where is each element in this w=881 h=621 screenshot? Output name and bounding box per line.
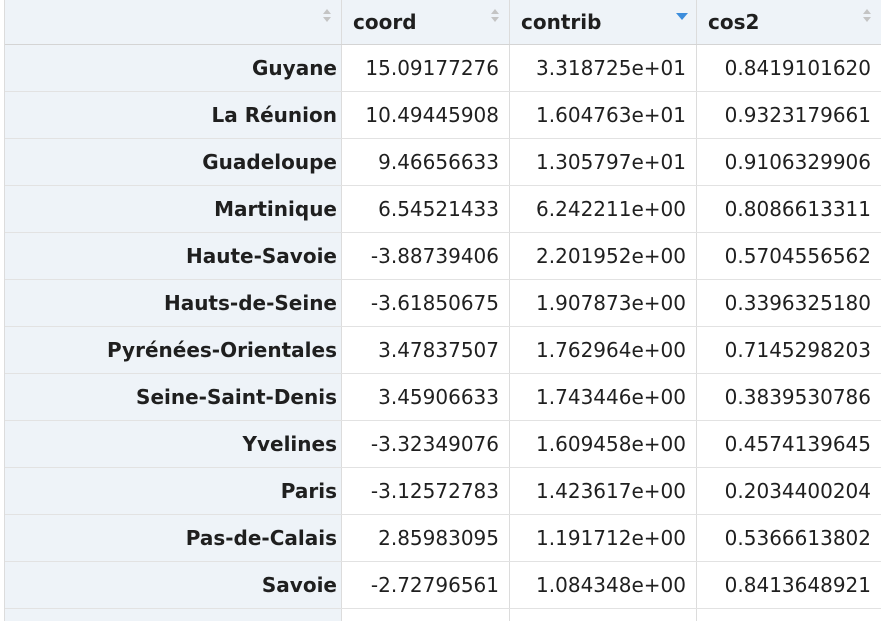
column-header-cos2[interactable]: cos2 xyxy=(697,0,881,44)
table-row[interactable]: Hauts-de-Seine -3.61850675 1.907873e+00 0.3… xyxy=(5,280,881,327)
cell-coord: -3.61850675 xyxy=(342,280,510,326)
sort-icon[interactable] xyxy=(861,9,873,29)
row-label: Hauts-de-Seine xyxy=(5,280,342,326)
row-label: Martinique xyxy=(5,186,342,232)
row-label: Haute-Savoie xyxy=(5,233,342,279)
row-label: Guyane xyxy=(5,45,342,91)
table-row[interactable]: Yvelines -3.32349076 1.609458e+00 0.4574139… xyxy=(5,421,881,468)
cell-cos2: 0.2034400204 xyxy=(724,479,871,503)
cell-coord: -3.32349076 xyxy=(342,421,510,467)
row-label: Pas-de-Calais xyxy=(5,515,342,561)
column-header-label: contrib xyxy=(521,10,602,34)
cell-cos2: 0.4574139645 xyxy=(724,432,871,456)
cell-cos2: 0.9323179661 xyxy=(724,103,871,127)
table-body: Guyane 15.09177276 3.318725e+01 0.841910162… xyxy=(5,45,881,609)
cell-cos2: 0.8086613311 xyxy=(724,197,871,221)
cell-contrib: 1.609458e+00 xyxy=(510,421,697,467)
column-header-coord[interactable]: coord xyxy=(342,0,510,44)
table-row[interactable]: Martinique 6.54521433 6.242211e+00 0.808661… xyxy=(5,186,881,233)
cell-contrib: 6.242211e+00 xyxy=(510,186,697,232)
table-row[interactable]: Seine-Saint-Denis 3.45906633 1.743446e+00 0… xyxy=(5,374,881,421)
column-header-label: cos2 xyxy=(708,10,760,34)
column-header-label: coord xyxy=(353,10,417,34)
cell-contrib: 1.423617e+00 xyxy=(510,468,697,514)
sort-icon[interactable] xyxy=(321,9,333,29)
row-label: Yvelines xyxy=(5,421,342,467)
cell-coord: 9.46656633 xyxy=(342,139,510,185)
row-label: Guadeloupe xyxy=(5,139,342,185)
cell-cos2: 0.8413648921 xyxy=(724,573,871,597)
table-row[interactable]: Guyane 15.09177276 3.318725e+01 0.841910162… xyxy=(5,45,881,92)
cell-cos2: 0.3839530786 xyxy=(724,385,871,409)
cell-contrib: 1.907873e+00 xyxy=(510,280,697,326)
cell-contrib: 1.604763e+01 xyxy=(510,92,697,138)
cell-contrib: 1.743446e+00 xyxy=(510,374,697,420)
cell-cos2: 0.3396325180 xyxy=(724,291,871,315)
row-label: La Réunion xyxy=(5,92,342,138)
table-row-partial xyxy=(5,609,881,621)
row-label: Savoie xyxy=(5,562,342,608)
table-row[interactable]: La Réunion 10.49445908 1.604763e+01 0.93231… xyxy=(5,92,881,139)
table-row[interactable]: Pas-de-Calais 2.85983095 1.191712e+00 0.536… xyxy=(5,515,881,562)
cell-contrib: 3.318725e+01 xyxy=(510,45,697,91)
cell-contrib: 1.191712e+00 xyxy=(510,515,697,561)
cell-coord: 3.45906633 xyxy=(342,374,510,420)
table-row[interactable]: Pyrénées-Orientales 3.47837507 1.762964e+0… xyxy=(5,327,881,374)
cell-coord: -2.72796561 xyxy=(342,562,510,608)
cell-coord: -3.88739406 xyxy=(342,233,510,279)
table-row[interactable]: Savoie -2.72796561 1.084348e+00 0.841364892… xyxy=(5,562,881,609)
cell-cos2: 0.7145298203 xyxy=(724,338,871,362)
row-label: Paris xyxy=(5,468,342,514)
table-row[interactable]: Paris -3.12572783 1.423617e+00 0.2034400204 xyxy=(5,468,881,515)
cell-contrib: 1.084348e+00 xyxy=(510,562,697,608)
sort-icon[interactable] xyxy=(489,9,501,29)
cell-cos2: 0.5366613802 xyxy=(724,526,871,550)
cell-coord: 6.54521433 xyxy=(342,186,510,232)
cell-contrib: 1.305797e+01 xyxy=(510,139,697,185)
cell-coord: 2.85983095 xyxy=(342,515,510,561)
cell-cos2: 0.8419101620 xyxy=(724,56,871,80)
cell-coord: 15.09177276 xyxy=(342,45,510,91)
column-header-contrib[interactable]: contrib xyxy=(510,0,697,44)
cell-contrib: 2.201952e+00 xyxy=(510,233,697,279)
row-label: Pyrénées-Orientales xyxy=(5,327,342,373)
cell-contrib: 1.762964e+00 xyxy=(510,327,697,373)
table-row[interactable]: Haute-Savoie -3.88739406 2.201952e+00 0.570… xyxy=(5,233,881,280)
column-header-rownames[interactable] xyxy=(5,0,342,44)
cell-coord: 10.49445908 xyxy=(342,92,510,138)
sort-descending-icon[interactable] xyxy=(676,9,688,29)
cell-cos2: 0.9106329906 xyxy=(724,150,871,174)
table-row[interactable]: Guadeloupe 9.46656633 1.305797e+01 0.910632… xyxy=(5,139,881,186)
cell-coord: 3.47837507 xyxy=(342,327,510,373)
row-label: Seine-Saint-Denis xyxy=(5,374,342,420)
data-table: coord contrib cos2 Guyane 15.09177276 3.31… xyxy=(4,0,881,621)
table-header: coord contrib cos2 xyxy=(5,0,881,45)
cell-coord: -3.12572783 xyxy=(342,468,510,514)
cell-cos2: 0.5704556562 xyxy=(724,244,871,268)
